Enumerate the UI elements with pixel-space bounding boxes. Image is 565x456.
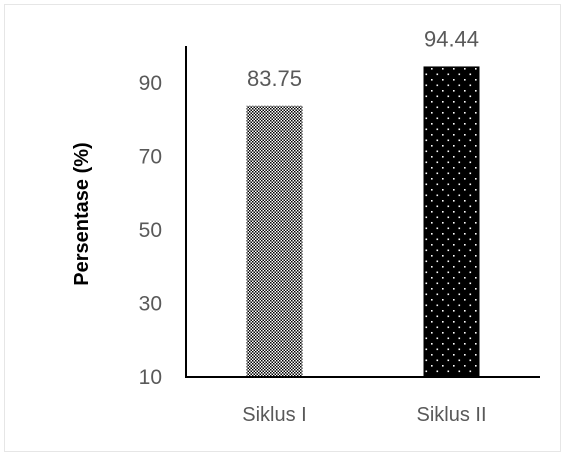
y-tick-label: 50 — [139, 219, 162, 242]
y-tick-label: 90 — [139, 72, 162, 95]
data-labels: 83.75 94.44 — [247, 26, 479, 90]
bar-2 — [423, 66, 480, 377]
data-label-1: 83.75 — [247, 66, 302, 91]
bar-1 — [246, 105, 303, 377]
y-axis-title: Persentase (%) — [71, 142, 93, 285]
x-category-label: Siklus I — [242, 404, 306, 426]
y-tick-label: 30 — [139, 292, 162, 315]
data-label-2: 94.44 — [424, 26, 479, 51]
x-axis-labels: Siklus I Siklus II — [242, 404, 486, 426]
y-tick-label: 70 — [139, 145, 162, 168]
y-tick-label: 10 — [139, 366, 162, 389]
chart-frame — [4, 4, 561, 452]
bars — [246, 66, 480, 377]
y-axis-ticks: 10 30 50 70 90 — [139, 72, 162, 389]
x-category-label: Siklus II — [416, 404, 486, 426]
